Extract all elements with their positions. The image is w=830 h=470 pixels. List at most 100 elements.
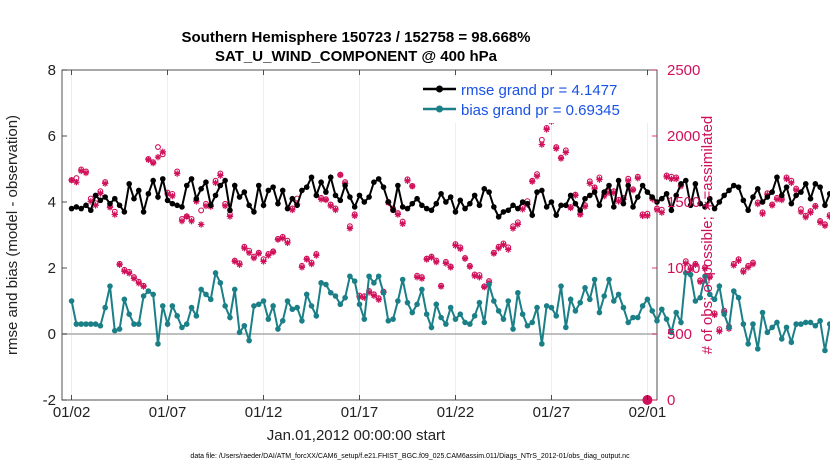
bias-point <box>275 326 281 332</box>
rmse-point <box>169 200 176 207</box>
obs-asterisk-stroke <box>232 258 238 265</box>
rmse-point <box>515 205 521 212</box>
obs-asterisk-stroke <box>203 203 209 209</box>
bias-point <box>793 321 799 327</box>
obs-assimilated-point <box>202 202 210 210</box>
obs-assimilated-point <box>533 173 541 180</box>
bias-point <box>97 322 104 329</box>
bias-point <box>131 321 137 327</box>
obs-assimilated-point <box>140 283 147 290</box>
obs-asterisk-stroke <box>654 207 660 213</box>
obs-asterisk-stroke <box>505 246 511 253</box>
obs-assimilated-point <box>303 256 310 263</box>
obs-assimilated-point <box>816 219 824 226</box>
obs-asterisk-stroke <box>644 213 651 219</box>
obs-asterisk-stroke <box>803 214 809 220</box>
obs-assimilated-point <box>696 278 704 286</box>
obs-assimilated-point <box>644 212 651 220</box>
obs-assimilated-point <box>471 272 478 280</box>
obs-assimilated-point <box>188 217 195 225</box>
bias-point <box>740 321 747 327</box>
obs-asterisk-stroke <box>673 176 679 182</box>
obs-asterisk-stroke <box>73 179 80 185</box>
obs-assimilated-point <box>653 206 661 214</box>
obs-assimilated-point <box>101 180 109 187</box>
obs-asterisk-stroke <box>457 246 463 252</box>
bias-point <box>279 318 286 324</box>
rmse-point <box>534 189 540 195</box>
obs-assimilated-point <box>332 206 339 214</box>
obs-asterisk-stroke <box>702 265 708 272</box>
bias-point <box>227 314 233 321</box>
bias-point <box>596 309 603 316</box>
bias-point <box>812 322 819 329</box>
bias-point <box>212 270 219 276</box>
rmse-point <box>644 189 651 195</box>
plot-area <box>61 69 830 405</box>
bias-point <box>750 321 756 327</box>
obs-assimilated-point <box>514 221 522 228</box>
obs-asterisk-stroke <box>750 261 756 267</box>
obs-assimilated-point <box>754 200 761 208</box>
bias-point <box>711 296 718 303</box>
rmse-point <box>68 205 75 212</box>
rmse-point <box>563 202 569 209</box>
bias-point <box>169 303 176 309</box>
y-tick-label-right: 1500 <box>667 194 700 211</box>
obs-asterisk-stroke <box>184 213 190 220</box>
obs-assimilated-point <box>269 248 277 256</box>
obs-assimilated-point <box>260 258 267 265</box>
obs-asterisk-stroke <box>587 180 593 187</box>
bias-point <box>342 294 348 301</box>
bias-point <box>476 299 483 306</box>
bias-point <box>116 326 123 332</box>
rmse-point <box>179 204 185 210</box>
rmse-point <box>246 202 252 209</box>
rmse-point <box>620 200 627 207</box>
bias-point <box>649 308 656 314</box>
obs-assimilated-point <box>298 264 306 271</box>
obs-asterisk-stroke <box>347 225 353 232</box>
y-axis-label-left: rmse and bias (model - observation) <box>4 115 21 355</box>
obs-assimilated-point <box>265 252 272 259</box>
obs-asterisk-stroke <box>212 180 219 186</box>
rmse-point <box>606 182 612 189</box>
obs-asterisk-stroke <box>68 177 75 183</box>
bias-point <box>500 316 507 322</box>
obs-assimilated-point <box>658 209 665 216</box>
obs-assimilated-point <box>495 244 502 252</box>
obs-assimilated-point <box>169 192 176 200</box>
rmse-point <box>385 199 392 205</box>
obs-asterisk-stroke <box>236 262 243 268</box>
obs-asterisk-stroke <box>443 260 449 267</box>
rmse-point <box>793 192 799 199</box>
obs-assimilated-point <box>706 274 713 281</box>
obs-asterisk-stroke <box>683 260 689 267</box>
bias-point <box>222 303 228 309</box>
rmse-point <box>423 205 430 212</box>
bias-point <box>107 283 113 289</box>
rmse-point <box>327 174 334 181</box>
obs-assimilated-point <box>442 260 450 267</box>
obs-asterisk-stroke <box>798 209 804 215</box>
obs-asterisk-stroke <box>179 218 185 224</box>
y-tick-label-right: 2500 <box>667 62 700 79</box>
obs-asterisk-stroke <box>419 275 425 282</box>
bias-point <box>155 341 161 347</box>
bias-point <box>606 276 612 283</box>
obs-possible-point <box>198 207 205 214</box>
bias-point <box>543 303 550 309</box>
rmse-point <box>697 200 703 207</box>
obs-assimilated-point <box>672 175 680 183</box>
obs-assimilated-point <box>428 254 435 261</box>
obs-asterisk-stroke <box>774 196 780 203</box>
rmse-point <box>155 194 161 200</box>
rmse-point <box>491 204 497 210</box>
rmse-point <box>414 195 420 202</box>
legend: rmse grand pr = 4.1477 bias grand pr = 0… <box>417 77 651 123</box>
rmse-point <box>572 200 579 207</box>
obs-asterisk-stroke <box>529 178 535 185</box>
obs-asterisk-stroke <box>745 264 751 271</box>
bias-point <box>625 319 632 326</box>
